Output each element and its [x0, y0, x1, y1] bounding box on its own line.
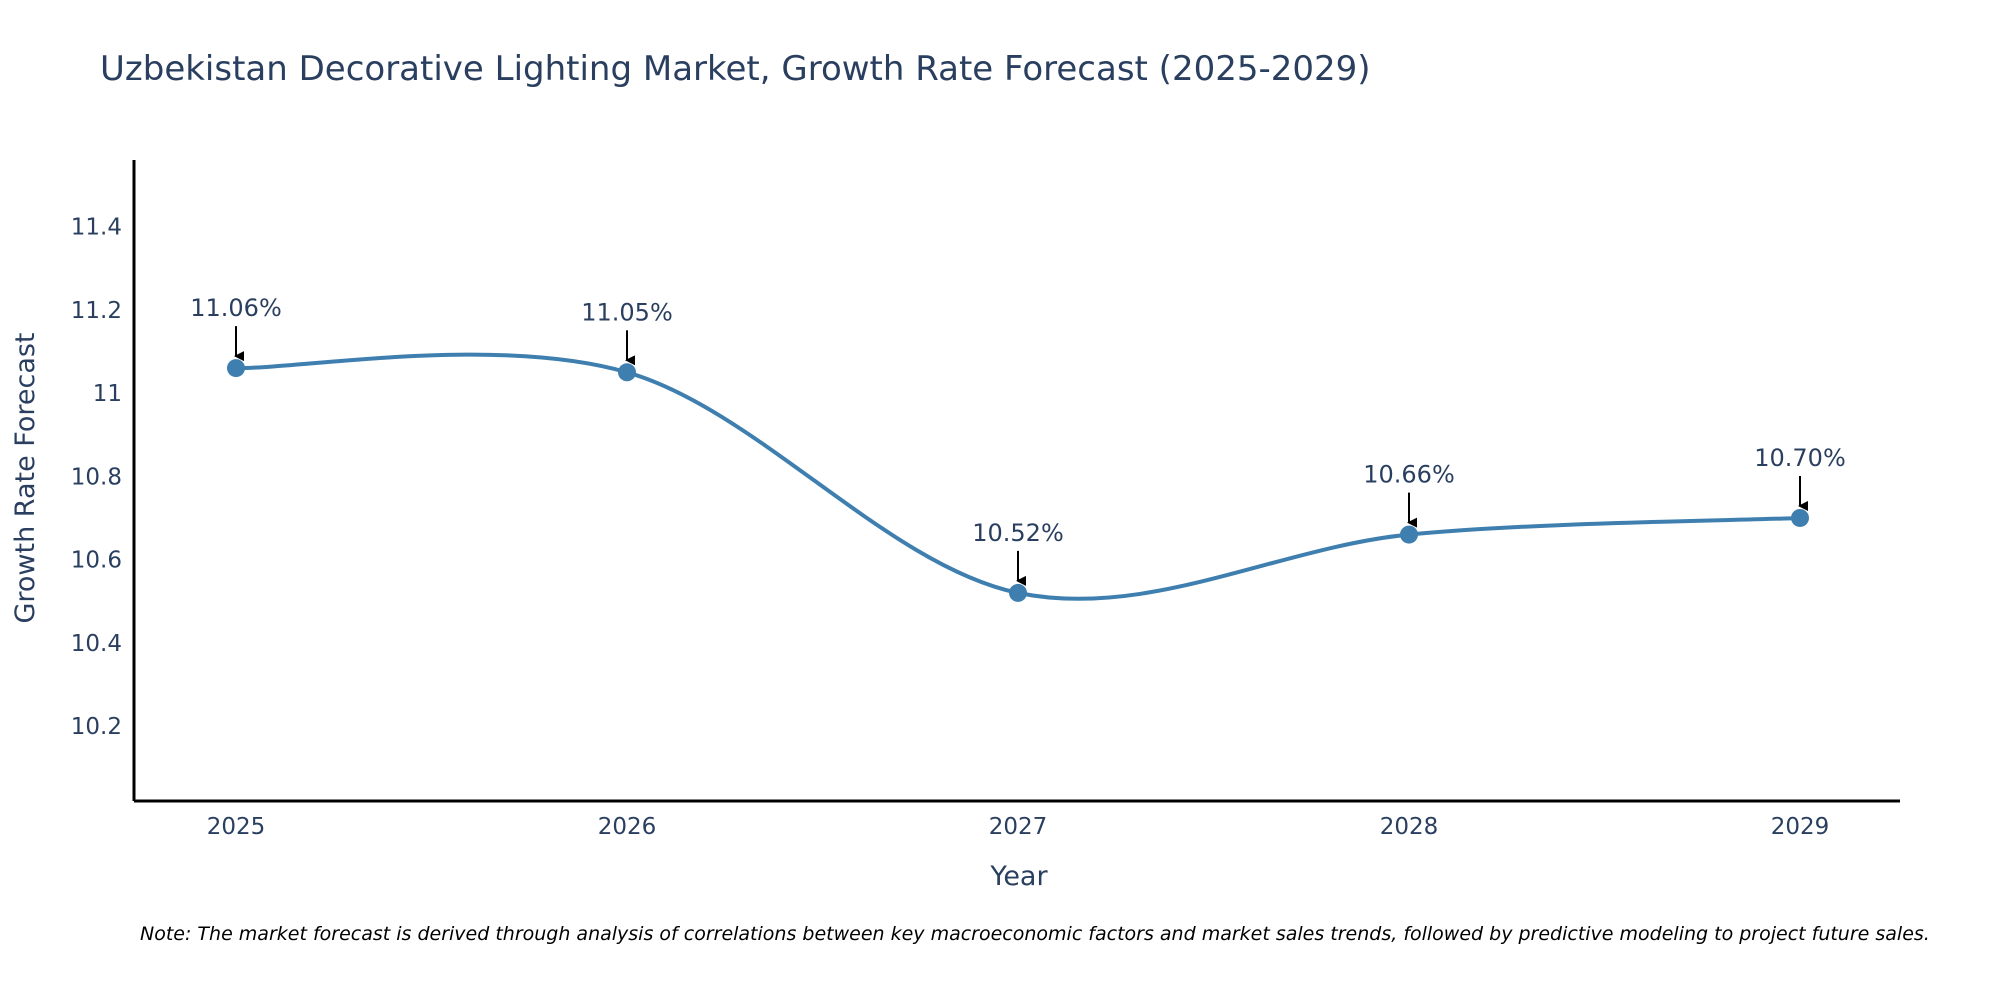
x-tick-label: 2028 — [1380, 814, 1439, 840]
y-axis-title: Growth Rate Forecast — [10, 332, 41, 623]
data-markers — [227, 359, 1809, 602]
x-tick-label: 2025 — [207, 814, 266, 840]
x-tick-label: 2026 — [598, 814, 657, 840]
data-point — [1791, 508, 1809, 527]
x-tick-label: 2029 — [1771, 814, 1830, 840]
data-label: 10.52% — [972, 519, 1064, 547]
y-tick-label: 11.2 — [71, 298, 122, 324]
x-axis-title: Year — [989, 861, 1048, 892]
data-point — [227, 359, 245, 378]
y-tick-label: 10.8 — [71, 464, 122, 490]
data-label: 11.05% — [581, 298, 673, 326]
y-tick-label: 10.6 — [71, 548, 122, 574]
data-point — [1009, 583, 1027, 602]
x-tick-label: 2027 — [989, 814, 1048, 840]
chart-note: Note: The market forecast is derived thr… — [140, 923, 1930, 945]
y-tick-label: 10.2 — [71, 714, 122, 740]
y-tick-label: 11 — [93, 381, 122, 407]
data-label: 11.06% — [190, 294, 282, 322]
data-point — [1400, 525, 1418, 544]
x-axis-ticks: 2025 2026 2027 2028 2029 — [207, 814, 1830, 840]
y-tick-label: 11.4 — [71, 215, 122, 241]
y-axis-ticks: 10.2 10.4 10.6 10.8 11 11.2 11.4 — [71, 215, 122, 740]
data-label: 10.66% — [1363, 461, 1455, 489]
data-point — [618, 363, 636, 382]
data-labels: 11.06% 11.05% 10.52% 10.66% 10.70% — [190, 294, 1846, 586]
chart-title: Uzbekistan Decorative Lighting Market, G… — [100, 49, 1371, 89]
data-label: 10.70% — [1754, 444, 1846, 472]
y-tick-label: 10.4 — [71, 631, 122, 657]
